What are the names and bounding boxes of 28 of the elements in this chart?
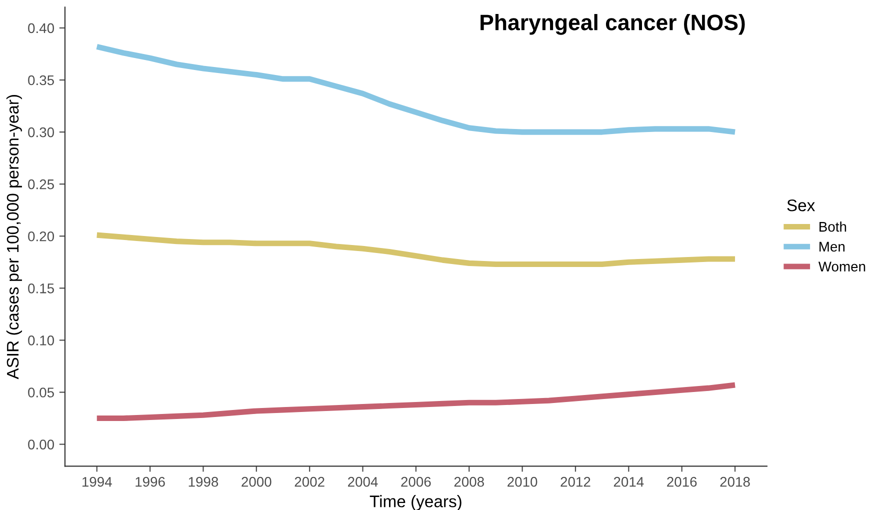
- x-tick-label: 2008: [454, 476, 484, 487]
- y-tick-label: 0.20: [28, 231, 54, 242]
- x-tick-label: 2012: [560, 476, 590, 487]
- x-tick-label: 1994: [82, 476, 112, 487]
- x-tick-label: 2018: [720, 476, 750, 487]
- y-axis-title: ASIR (cases per 100,000 person-year): [6, 95, 22, 380]
- x-tick-label: 1998: [188, 476, 218, 487]
- legend-label: Both: [820, 222, 846, 232]
- x-tick-label: 2002: [294, 476, 324, 487]
- y-tick-label: 0.05: [28, 388, 54, 398]
- x-tick-label: 2014: [614, 476, 644, 487]
- x-tick-label: 2010: [508, 476, 538, 487]
- y-tick-label: 0.00: [28, 440, 54, 450]
- y-tick-label: 0.30: [28, 127, 54, 138]
- legend-label: Men: [820, 242, 845, 252]
- legend-title: Sex: [787, 199, 815, 212]
- x-tick-label: 2006: [401, 476, 431, 487]
- x-tick-label: 2004: [348, 476, 378, 487]
- y-tick-label: 0.10: [28, 336, 54, 346]
- y-tick-label: 0.35: [28, 75, 54, 86]
- legend-label: Women: [818, 262, 866, 272]
- x-tick-label: 2000: [242, 476, 272, 487]
- y-tick-label: 0.40: [28, 23, 54, 34]
- y-tick-label: 0.15: [28, 283, 54, 294]
- x-tick-label: 2016: [667, 476, 697, 487]
- x-tick-label: 1996: [136, 476, 165, 487]
- chart-title: Pharyngeal cancer (NOS): [480, 14, 745, 35]
- y-tick-label: 0.25: [28, 179, 54, 190]
